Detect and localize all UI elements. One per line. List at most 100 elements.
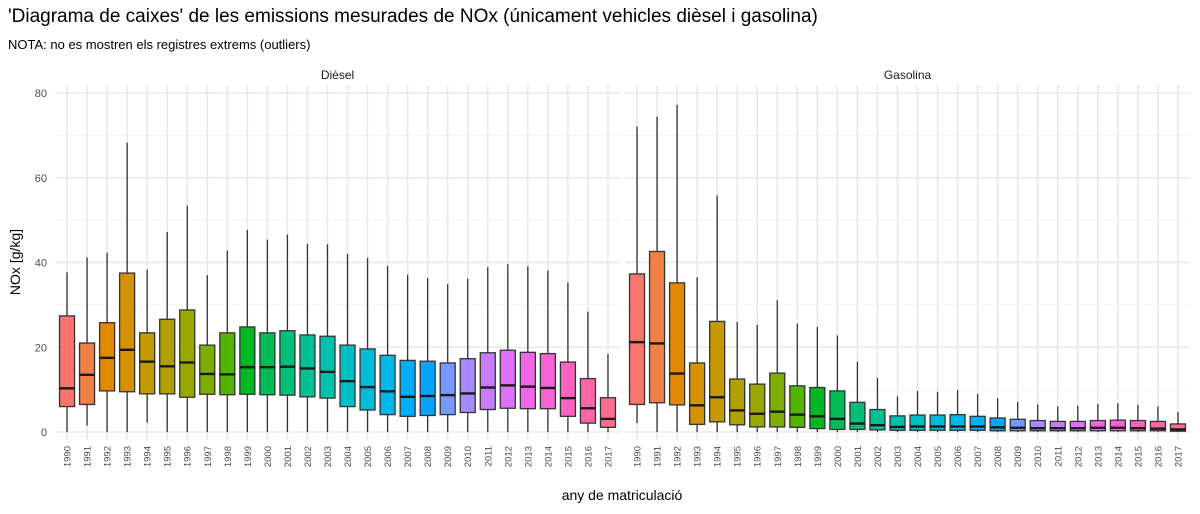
box-2016 — [1149, 420, 1167, 432]
x-tick-label: 2003 — [323, 446, 334, 467]
box-2009 — [439, 362, 456, 416]
box-1990 — [58, 315, 76, 408]
box-2009 — [1009, 418, 1026, 432]
x-tick-label: 2002 — [873, 446, 884, 467]
x-tick-label: 2012 — [503, 446, 514, 467]
x-tick-label: 2009 — [1013, 446, 1024, 467]
box-2011 — [1049, 420, 1066, 432]
x-tick-label: 2014 — [543, 446, 554, 467]
y-tick-label: 20 — [35, 342, 47, 354]
box-2012 — [499, 349, 516, 409]
y-axis-title: NOx [g/kg] — [7, 229, 23, 295]
box-2004 — [909, 414, 926, 431]
box-2003 — [319, 335, 336, 399]
box-2000 — [829, 390, 846, 431]
x-tick-label: 2015 — [1133, 446, 1144, 467]
x-tick-label: 1998 — [223, 446, 234, 467]
x-tick-label: 2007 — [403, 446, 414, 467]
box-1998 — [219, 332, 236, 396]
chart-subtitle: NOTA: no es mostren els registres extrem… — [8, 37, 311, 52]
box-2008 — [419, 360, 436, 417]
x-tick-label: 2008 — [423, 446, 434, 467]
box-2011 — [479, 352, 496, 411]
box-1990 — [628, 273, 646, 406]
box-2004 — [339, 344, 356, 408]
box-2006 — [379, 354, 396, 416]
x-tick-label: 2001 — [283, 446, 294, 467]
box-2015 — [559, 361, 577, 417]
box-2003 — [889, 415, 906, 431]
x-tick-label: 2013 — [1093, 446, 1104, 467]
facet-label-dièsel: Dièsel — [321, 68, 354, 82]
box-2005 — [359, 348, 376, 411]
box-1996 — [179, 309, 196, 398]
box-1993 — [688, 362, 706, 426]
x-tick-label: 1994 — [713, 446, 724, 467]
x-tick-label: 1994 — [143, 446, 154, 467]
x-tick-label: 1995 — [163, 446, 174, 467]
x-tick-label: 2016 — [583, 446, 594, 467]
y-tick-label: 0 — [41, 427, 47, 439]
box-1997 — [199, 344, 216, 395]
x-tick-label: 1995 — [733, 446, 744, 467]
x-tick-label: 2000 — [263, 446, 274, 467]
x-tick-label: 2015 — [563, 446, 574, 467]
x-tick-label: 1997 — [203, 446, 214, 467]
x-tick-label: 2011 — [483, 446, 494, 466]
box-2001 — [849, 401, 866, 431]
box-1991 — [648, 250, 666, 404]
x-tick-label: 1990 — [63, 446, 74, 467]
x-tick-label: 2014 — [1113, 446, 1124, 467]
box-2014 — [539, 352, 557, 410]
x-tick-label: 2004 — [913, 446, 924, 467]
box-2008 — [989, 417, 1006, 432]
box-2015 — [1129, 419, 1147, 432]
x-tick-label: 2001 — [853, 446, 864, 467]
x-tick-label: 2016 — [1153, 446, 1164, 467]
box-1995 — [729, 378, 746, 426]
box-2001 — [279, 330, 296, 396]
box-2007 — [969, 415, 986, 431]
box-2000 — [259, 332, 276, 396]
x-tick-label: 1993 — [123, 446, 134, 467]
x-tick-label: 2010 — [1033, 446, 1044, 467]
x-tick-label: 2005 — [363, 446, 374, 467]
x-tick-label: 2004 — [343, 446, 354, 467]
x-tick-label: 1992 — [673, 446, 684, 467]
x-tick-label: 2005 — [933, 446, 944, 467]
box-1994 — [709, 320, 726, 423]
x-tick-label: 2013 — [523, 446, 534, 467]
box-2013 — [1089, 419, 1106, 432]
x-tick-label: 1997 — [773, 446, 784, 467]
x-tick-label: 1999 — [243, 446, 254, 467]
x-tick-label: 1992 — [103, 446, 114, 467]
x-tick-label: 2009 — [443, 446, 454, 467]
x-tick-label: 2011 — [1053, 446, 1064, 466]
x-tick-label: 2006 — [383, 446, 394, 467]
box-2017 — [1169, 423, 1187, 432]
x-tick-label: 1991 — [653, 446, 664, 467]
x-tick-label: 1993 — [693, 446, 704, 467]
chart-title: 'Diagrama de caixes' de les emissions me… — [8, 6, 818, 27]
x-tick-label: 2007 — [973, 446, 984, 467]
box-1997 — [769, 372, 786, 428]
box-2017 — [599, 397, 617, 428]
x-tick-label: 2010 — [463, 446, 474, 467]
x-tick-label: 2017 — [1173, 446, 1184, 467]
x-tick-label: 1991 — [83, 446, 94, 467]
x-tick-label: 1996 — [753, 446, 764, 467]
y-tick-label: 60 — [35, 173, 47, 185]
x-tick-label: 1998 — [793, 446, 804, 467]
x-tick-label: 2017 — [603, 446, 614, 467]
x-tick-label: 2000 — [833, 446, 844, 467]
box-2005 — [929, 414, 946, 431]
box-2007 — [399, 359, 416, 417]
x-tick-label: 2006 — [953, 446, 964, 467]
x-tick-label: 2003 — [893, 446, 904, 467]
x-tick-label: 1999 — [813, 446, 824, 467]
box-2010 — [459, 358, 476, 414]
box-2006 — [949, 413, 966, 431]
y-tick-label: 40 — [35, 258, 47, 270]
box-1996 — [749, 383, 766, 428]
